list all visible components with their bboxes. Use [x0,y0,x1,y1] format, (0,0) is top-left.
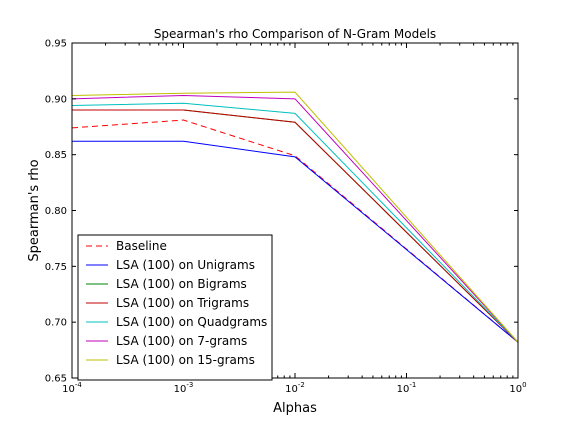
x-tick-exponent: -4 [75,381,83,389]
series-line-3 [72,109,519,343]
y-tick-label: 0.70 [45,318,67,329]
plot-lines [71,91,519,343]
legend-label-0: Baseline [116,239,167,253]
legend-label-2: LSA (100) on Bigrams [116,277,247,291]
x-tick-label: 10-2 [285,381,305,395]
legend-label-5: LSA (100) on 7-grams [116,334,247,348]
x-tick-base: 10 [174,384,187,395]
legend-label-3: LSA (100) on Trigrams [116,296,249,310]
legend-label-1: LSA (100) on Unigrams [116,258,255,272]
x-tick-label: 10-4 [62,381,82,395]
y-tick-label: 0.65 [45,374,67,385]
series-line-6 [71,91,519,343]
legend-box [77,234,273,381]
y-tick-label: 0.90 [45,94,67,105]
y-axis-label: Spearman's rho [27,159,42,261]
y-tick-label: 0.85 [45,150,67,161]
x-tick-label: 10-1 [397,381,417,395]
x-tick-exponent: -1 [409,381,416,389]
series-line-5 [71,94,519,343]
x-axis-label: Alphas [273,401,317,416]
x-tick-base: 10 [285,384,298,395]
x-tick-exponent: -3 [186,381,193,389]
legend-label-6: LSA (100) on 15-grams [116,353,255,367]
x-tick-label: 100 [509,381,526,395]
y-tick-label: 0.80 [45,206,67,217]
series-line-1 [72,140,519,343]
x-tick-base: 10 [397,384,410,395]
x-tick-label: 10-3 [174,381,194,395]
legend: Baseline LSA (100) on Unigrams LSA (100) o… [77,234,273,381]
y-tick-label: 0.75 [45,262,67,273]
series-line-4 [71,102,519,343]
x-tick-exponent: 0 [522,381,526,389]
chart-title: Spearman's rho Comparison of N-Gram Mode… [154,27,436,41]
x-tick-base: 10 [62,384,75,395]
x-tick-exponent: -2 [298,381,305,389]
x-tick-base: 10 [509,384,522,395]
y-tick-label: 0.95 [45,39,67,50]
legend-label-4: LSA (100) on Quadgrams [116,315,267,329]
